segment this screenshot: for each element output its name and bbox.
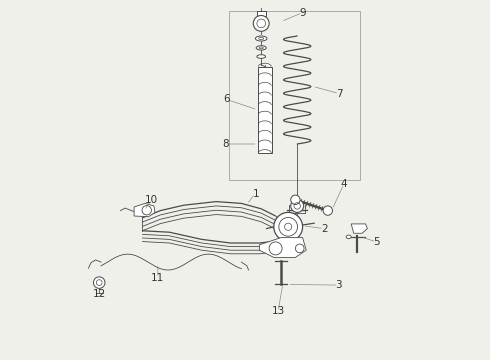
Text: 13: 13 [271,306,285,316]
Text: 9: 9 [299,8,306,18]
Ellipse shape [346,235,351,239]
Bar [229,11,360,180]
Text: 12: 12 [93,289,106,300]
Text: 6: 6 [223,94,230,104]
Circle shape [291,195,300,204]
Ellipse shape [255,36,267,41]
Polygon shape [351,224,368,233]
Ellipse shape [256,46,266,50]
Text: 4: 4 [341,179,347,189]
Circle shape [291,199,304,212]
Bar [257,11,266,16]
Text: 1: 1 [252,189,259,199]
Ellipse shape [257,55,266,58]
Circle shape [253,15,269,31]
Text: 10: 10 [145,195,158,205]
Text: 11: 11 [151,273,165,283]
Text: 3: 3 [335,280,342,290]
Circle shape [274,212,303,241]
Circle shape [323,206,333,215]
Bar [258,67,272,153]
Text: 8: 8 [222,139,228,149]
Text: 5: 5 [373,237,380,247]
Polygon shape [134,203,155,217]
Polygon shape [259,238,306,257]
Text: 7: 7 [336,89,343,99]
Text: 2: 2 [321,224,327,234]
Circle shape [94,277,105,288]
